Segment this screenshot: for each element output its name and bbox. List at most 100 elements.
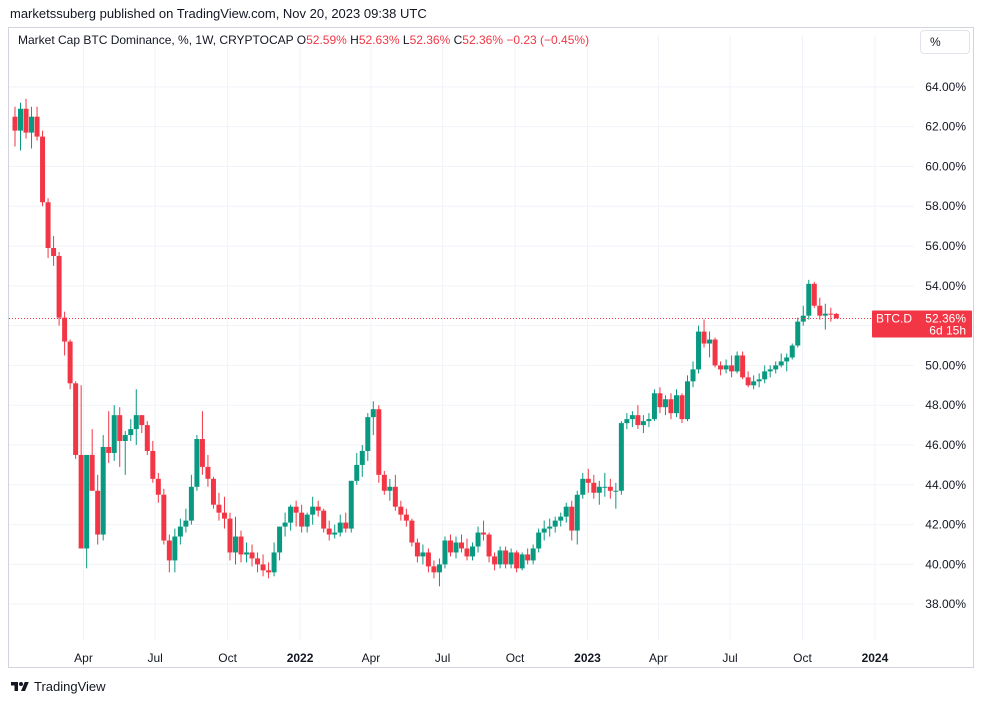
candle	[425, 548, 431, 573]
candle-body	[23, 108, 29, 133]
candle	[111, 405, 117, 461]
candle	[685, 375, 691, 422]
candle-body	[707, 339, 713, 344]
candle-body	[519, 554, 525, 569]
y-tick-label: 40.00%	[925, 557, 966, 571]
candle	[607, 478, 613, 499]
candle-body	[117, 415, 123, 442]
candle-body	[558, 516, 564, 521]
candle	[387, 478, 393, 501]
candle-body	[431, 566, 437, 573]
candle-body	[299, 512, 305, 527]
candle-body	[492, 556, 498, 565]
candle	[806, 279, 812, 320]
candle-body	[266, 570, 272, 573]
y-tick-label: 64.00%	[925, 80, 966, 94]
candle-body	[618, 423, 624, 491]
candle-body	[414, 542, 420, 557]
candle-body	[574, 494, 580, 531]
candle-body	[459, 542, 464, 549]
candle-body	[84, 454, 90, 549]
candle-body	[95, 490, 101, 535]
candle-body	[536, 532, 542, 549]
candle-body	[447, 540, 453, 553]
candle	[29, 106, 35, 149]
candle	[84, 454, 90, 569]
candle	[503, 546, 509, 569]
candle-body	[580, 478, 586, 495]
candle	[51, 236, 57, 266]
candle	[723, 359, 729, 374]
candle	[596, 480, 602, 505]
candle	[414, 538, 420, 563]
candle	[238, 530, 244, 563]
candle-body	[73, 383, 79, 455]
candle	[100, 435, 106, 541]
candle	[62, 311, 68, 356]
candle	[778, 353, 784, 368]
candle-body	[646, 419, 652, 422]
candle	[756, 373, 762, 388]
candle-body	[795, 321, 801, 346]
candle	[40, 130, 46, 207]
candle-body	[370, 409, 376, 418]
candle-body	[508, 552, 514, 565]
candle-body	[464, 548, 470, 557]
candle	[767, 365, 773, 378]
candle-body	[359, 450, 365, 465]
legend-low-value: 52.36%	[409, 33, 451, 47]
grid-lines	[9, 35, 914, 640]
series-legend: Market Cap BTC Dominance, %, 1W, CRYPTOC…	[18, 33, 589, 47]
candle	[376, 405, 382, 483]
y-tick-label: 54.00%	[925, 279, 966, 293]
candle	[442, 536, 448, 569]
candle	[436, 558, 442, 587]
percent-scale-button[interactable]: %	[920, 30, 970, 54]
legend-close-value: 52.36%	[462, 33, 503, 47]
candle-body	[365, 417, 371, 451]
candle-body	[591, 482, 597, 493]
candle	[403, 508, 409, 527]
chart-frame	[8, 27, 974, 668]
y-tick-label: 60.00%	[925, 159, 966, 173]
candle-body	[503, 550, 509, 565]
candle-body	[773, 365, 779, 370]
candle	[734, 351, 740, 374]
candle	[89, 429, 95, 491]
candle-body	[800, 315, 806, 322]
candle	[210, 476, 216, 509]
candle	[668, 393, 674, 420]
candle-body	[569, 506, 575, 531]
candle	[194, 435, 200, 491]
candle	[729, 355, 735, 378]
candle	[464, 538, 470, 561]
candle	[508, 548, 514, 569]
candle-body	[436, 564, 442, 573]
candle-body	[784, 357, 790, 362]
candle-body	[607, 486, 613, 491]
candle	[613, 482, 619, 509]
y-tick-label: 38.00%	[925, 597, 966, 611]
price-tag: BTC.D 52.36% 6d 15h	[872, 310, 972, 338]
candle-body	[817, 305, 823, 316]
candle	[640, 415, 646, 434]
candle	[635, 405, 641, 430]
candle-body	[111, 415, 117, 453]
candle	[701, 319, 707, 348]
candle-body	[205, 466, 211, 479]
candle-body	[183, 520, 189, 527]
candle	[580, 472, 586, 499]
candle-body	[172, 536, 178, 561]
candle	[558, 512, 564, 527]
candle	[172, 528, 178, 573]
candle	[486, 532, 492, 563]
candle	[740, 351, 746, 380]
candle-body	[585, 478, 591, 483]
candle	[481, 520, 487, 541]
candle	[751, 375, 757, 390]
candle-body	[481, 532, 487, 535]
tradingview-logo-icon	[11, 681, 29, 691]
x-tick-label: 2022	[287, 651, 314, 665]
footer: TradingView	[10, 679, 106, 694]
